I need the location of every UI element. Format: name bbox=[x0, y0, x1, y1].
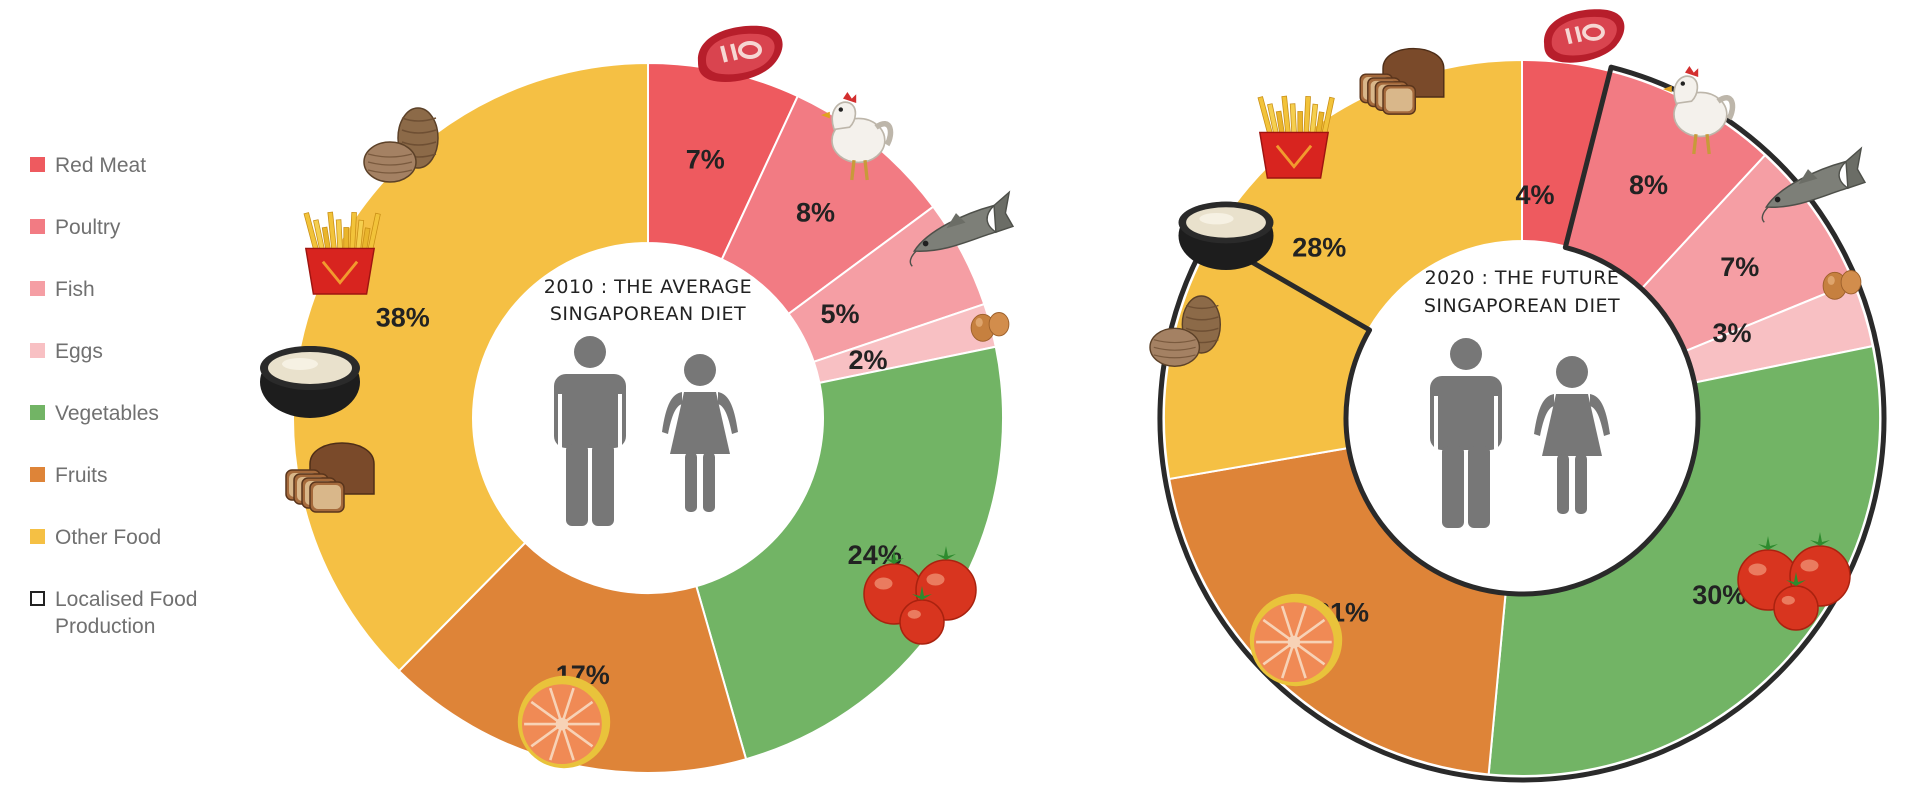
slice-label-fish: 7% bbox=[1720, 252, 1759, 282]
woman-icon bbox=[662, 354, 738, 512]
bread-icon bbox=[1359, 48, 1445, 115]
bread-icon bbox=[285, 442, 375, 513]
taro-icon bbox=[1149, 295, 1222, 368]
legend-label: Vegetables bbox=[55, 402, 159, 425]
chart-title-line: 2010 : THE AVERAGE bbox=[544, 276, 752, 298]
grapefruit-icon bbox=[517, 675, 611, 769]
legend-label: Localised Food Production bbox=[55, 588, 198, 638]
chart-title-line: SINGAPOREAN DIET bbox=[1424, 295, 1620, 317]
slice-fruits bbox=[397, 541, 748, 774]
chicken-icon bbox=[1663, 66, 1736, 155]
legend-swatch bbox=[30, 281, 45, 296]
woman-icon bbox=[1534, 356, 1610, 514]
legend-item-vegetables: Vegetables bbox=[30, 400, 260, 462]
rice-bowl-icon bbox=[1178, 201, 1274, 270]
slice-label-eggs: 3% bbox=[1712, 318, 1751, 348]
legend-swatch bbox=[30, 467, 45, 482]
legend-item-fish: Fish bbox=[30, 276, 260, 338]
legend-item-eggs: Eggs bbox=[30, 338, 260, 400]
taro-icon bbox=[363, 107, 439, 183]
localised-food-outline bbox=[1157, 64, 1887, 783]
legend-swatch bbox=[30, 219, 45, 234]
legend-item-poultry: Poultry bbox=[30, 214, 260, 276]
steak-icon bbox=[1544, 9, 1625, 63]
donut-hole bbox=[474, 244, 822, 592]
chart-title-line: 2020 : THE FUTURE bbox=[1425, 267, 1620, 289]
legend-item-fruits: Fruits bbox=[30, 462, 260, 524]
legend-item-other-food: Other Food bbox=[30, 524, 260, 586]
slice-label-other-food: 28% bbox=[1292, 232, 1346, 262]
fish-icon bbox=[1761, 146, 1867, 223]
slice-vegetables bbox=[695, 345, 1004, 761]
slice-label-poultry: 8% bbox=[1629, 170, 1668, 200]
donut-hole bbox=[1346, 242, 1698, 594]
tomatoes-icon bbox=[1737, 532, 1851, 631]
rice-bowl-icon bbox=[260, 346, 360, 418]
tomatoes-icon bbox=[863, 546, 977, 645]
legend-swatch bbox=[30, 343, 45, 358]
legend-item-red-meat: Red Meat bbox=[30, 152, 260, 214]
legend-label: Other Food bbox=[55, 526, 162, 549]
legend-swatch bbox=[30, 405, 45, 420]
grapefruit-icon bbox=[1249, 593, 1343, 687]
slice-label-fish: 5% bbox=[820, 299, 859, 329]
legend-label: Fruits bbox=[55, 464, 108, 487]
legend-swatch bbox=[30, 591, 45, 606]
slice-label-poultry: 8% bbox=[796, 198, 835, 228]
legend-label: Poultry bbox=[55, 216, 121, 239]
steak-icon bbox=[697, 25, 783, 83]
fries-icon bbox=[1257, 95, 1335, 179]
legend-label: Eggs bbox=[55, 340, 103, 363]
legend-item-localised-food-production: Localised Food Production bbox=[30, 586, 260, 648]
fries-icon bbox=[303, 211, 381, 295]
slice-label-red-meat: 4% bbox=[1515, 180, 1554, 210]
legend-swatch bbox=[30, 529, 45, 544]
man-icon bbox=[554, 336, 626, 526]
slice-label-eggs: 2% bbox=[848, 345, 887, 375]
slice-label-vegetables: 30% bbox=[1692, 580, 1746, 610]
legend-label: Red Meat bbox=[55, 154, 147, 177]
chart-title-line: SINGAPOREAN DIET bbox=[550, 303, 746, 325]
legend: Red Meat Poultry Fish Eggs Vegetables Fr… bbox=[30, 152, 260, 648]
slice-label-other-food: 38% bbox=[376, 303, 430, 333]
man-icon bbox=[1430, 338, 1502, 528]
legend-label: Fish bbox=[55, 278, 95, 301]
eggs-icon bbox=[970, 312, 1010, 342]
chicken-icon bbox=[821, 92, 894, 181]
fish-icon bbox=[909, 190, 1015, 267]
eggs-icon bbox=[1822, 270, 1862, 300]
donut-chart-2: 4% 8%7%3%30%21%28%2020 : THE FUTURESINGAP… bbox=[1157, 58, 1887, 783]
legend-swatch bbox=[30, 157, 45, 172]
slice-label-red-meat: 7% bbox=[686, 144, 725, 174]
slice-other-food bbox=[292, 61, 649, 673]
